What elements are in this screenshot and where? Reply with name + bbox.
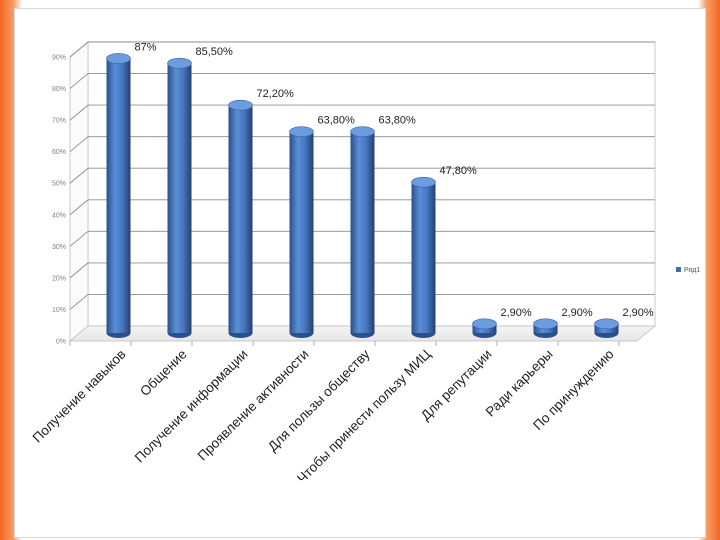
y-axis-ticks: 0% 10% 20% 30% 40% 50% 60% 70% 80% 90% (52, 55, 66, 346)
data-label: 85,50% (196, 46, 234, 58)
bar (106, 53, 131, 338)
legend: Ряд1 (676, 267, 700, 274)
bar (533, 318, 558, 338)
gridline-side (69, 167, 89, 184)
category-label: Общение (137, 347, 189, 399)
bar-body (411, 182, 436, 333)
bar (472, 318, 497, 338)
gridline-side (69, 136, 89, 153)
y-tick-label: 60% (52, 149, 66, 156)
y-tick-label: 10% (52, 307, 66, 314)
bars (106, 53, 619, 338)
bar (350, 126, 375, 338)
gridline-side (69, 104, 89, 121)
gridline-side (69, 294, 89, 310)
bar (167, 57, 192, 338)
bar-top (472, 318, 497, 330)
y-tick-label: 30% (52, 244, 66, 251)
bar (411, 176, 436, 338)
bar-body (228, 105, 253, 334)
legend-swatch (676, 267, 681, 272)
data-label: 2,90% (562, 307, 593, 319)
bar-body (167, 63, 192, 333)
bar (594, 318, 619, 338)
y-tick-label: 90% (52, 55, 66, 62)
category-label: Получение информации (132, 347, 251, 466)
bar-top (289, 126, 314, 137)
bar-top (533, 318, 558, 330)
gridline-side (69, 262, 89, 279)
bar-body (350, 131, 375, 333)
legend-label: Ряд1 (684, 267, 700, 274)
bar-top (594, 318, 619, 330)
data-label: 63,80% (379, 115, 417, 127)
y-tick-label: 70% (52, 118, 66, 125)
gridline-side (69, 199, 89, 216)
category-label: Для пользы обществу (265, 346, 373, 454)
bar-body (289, 131, 314, 333)
y-tick-label: 80% (52, 86, 66, 93)
bar-top (411, 176, 436, 188)
category-label: Проявление активности (195, 347, 312, 464)
data-label: 87% (135, 41, 157, 53)
bar (289, 126, 314, 338)
data-label: 47,80% (440, 165, 478, 177)
y-tick-label: 20% (52, 275, 66, 282)
data-label: 72,20% (257, 88, 295, 100)
y-tick-label: 50% (52, 181, 66, 188)
data-labels: 87% 85,50% 72,20% 63,80% 63,80% 47,80% 2,90% 2,… (135, 41, 654, 318)
y-tick-label: 0% (56, 339, 66, 346)
gridline-side (69, 73, 89, 89)
bar-top (228, 99, 253, 111)
gridline-side (69, 230, 89, 247)
data-label: 2,90% (501, 307, 532, 319)
data-label: 2,90% (623, 307, 654, 319)
category-label: Получение навыков (30, 347, 129, 446)
bar-top (106, 53, 131, 64)
bar-top (167, 57, 192, 69)
bar-body (106, 58, 131, 333)
bar-top (350, 126, 375, 137)
category-label: Чтобы принести пользу МИЦ (294, 347, 433, 486)
gridline-side (69, 41, 89, 58)
y-tick-label: 40% (52, 212, 66, 219)
bar (228, 99, 253, 338)
data-label: 63,80% (318, 115, 356, 127)
